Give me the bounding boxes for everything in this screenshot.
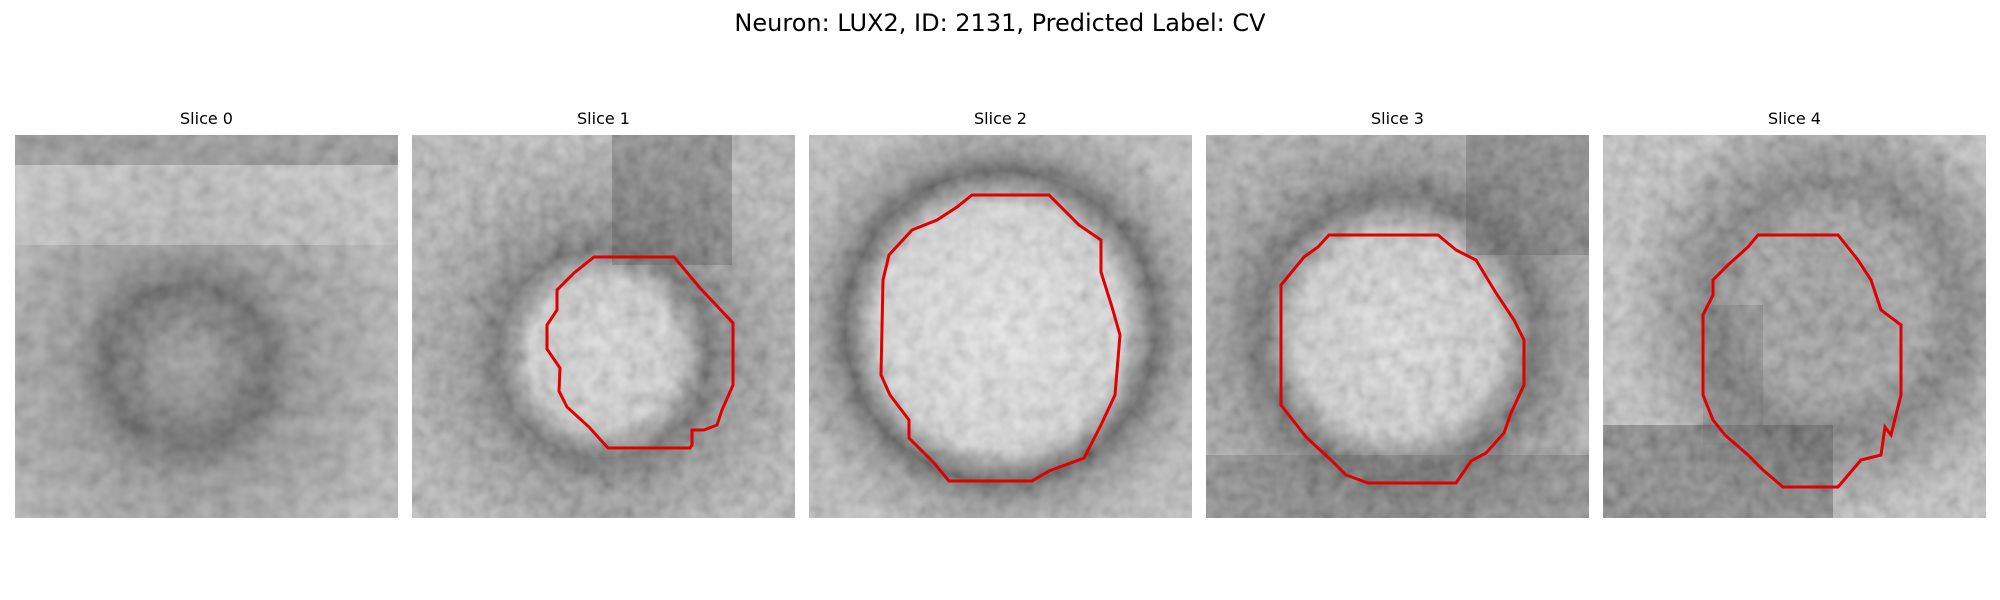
slice-image-2: [809, 135, 1192, 518]
slice-title: Slice 4: [1768, 109, 1821, 128]
figure-title: Neuron: LUX2, ID: 2131, Predicted Label:…: [734, 9, 1266, 37]
contour-outline: [1279, 233, 1526, 485]
slice-title: Slice 3: [1371, 109, 1424, 128]
slice-panel-0: Slice 0: [15, 108, 398, 518]
slice-panel-2: Slice 2: [809, 108, 1192, 518]
slice-title: Slice 2: [974, 109, 1027, 128]
slice-image-0: [15, 135, 398, 518]
slice-panel-4: Slice 4: [1603, 108, 1986, 518]
slice-title: Slice 1: [577, 109, 630, 128]
slice-panel-1: Slice 1: [412, 108, 795, 518]
contour-outline: [545, 255, 735, 450]
slice-image-3: [1206, 135, 1589, 518]
contour-outline: [1701, 233, 1903, 489]
slice-title: Slice 0: [180, 109, 233, 128]
contour-outline: [879, 193, 1122, 483]
slice-image-4: [1603, 135, 1986, 518]
slice-panel-3: Slice 3: [1206, 108, 1589, 518]
slice-image-1: [412, 135, 795, 518]
